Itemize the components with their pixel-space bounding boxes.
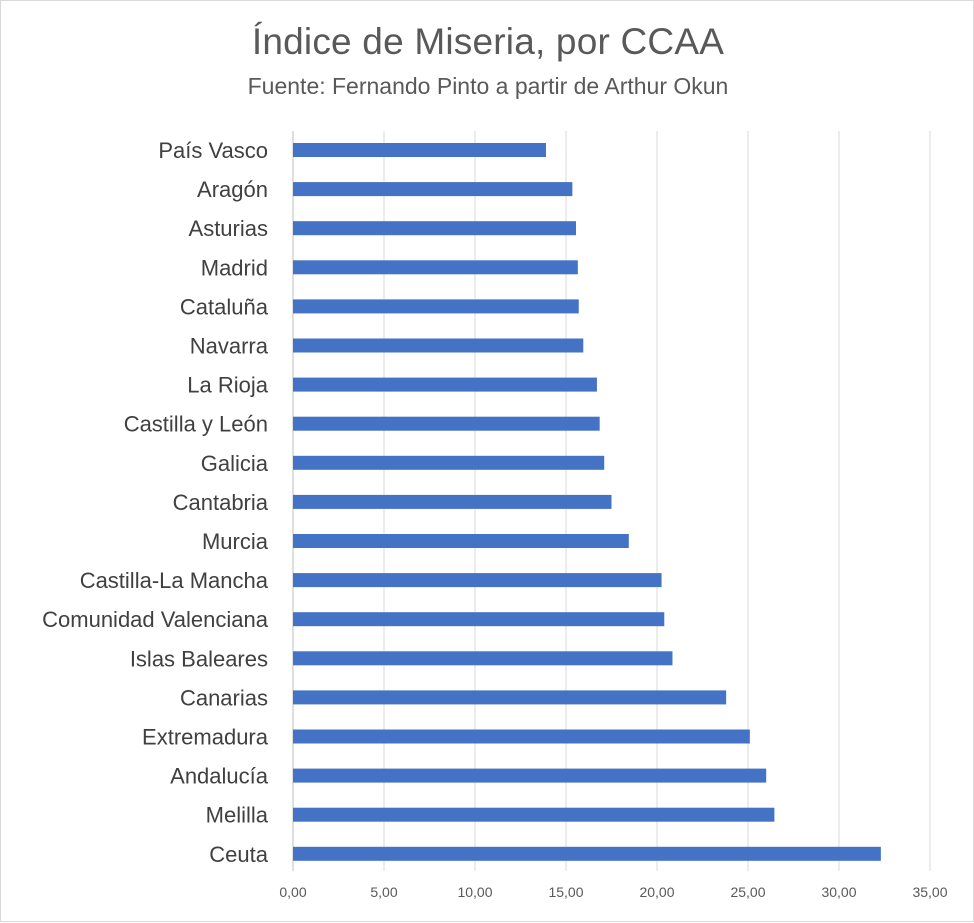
category-label: Ceuta (209, 842, 268, 867)
bar (293, 573, 662, 588)
x-tick-label: 30,00 (821, 884, 856, 900)
bars (293, 143, 881, 861)
chart-subtitle: Fuente: Fernando Pinto a partir de Arthu… (247, 73, 729, 99)
category-label: Aragón (197, 177, 268, 202)
bar (293, 534, 629, 548)
category-label: La Rioja (187, 373, 268, 398)
category-label: Extremadura (142, 725, 269, 750)
category-label: Cataluña (180, 294, 269, 319)
category-label: Castilla y León (124, 412, 268, 437)
category-label: Islas Baleares (130, 646, 268, 671)
category-label: Cantabria (173, 490, 269, 515)
bar (293, 494, 612, 509)
chart-title: Índice de Miseria, por CCAA (251, 21, 725, 62)
bar (293, 807, 775, 822)
category-label: Galicia (201, 451, 269, 476)
x-tick-label: 10,00 (457, 884, 492, 900)
bar (293, 651, 673, 666)
bar (293, 260, 578, 275)
x-tick-label: 20,00 (639, 884, 674, 900)
category-labels: País Vasco Aragón Asturias Madrid Cataluña Na… (42, 138, 269, 867)
bar (293, 182, 573, 197)
bar (293, 729, 750, 744)
category-label: Asturias (189, 216, 268, 241)
bar (293, 338, 584, 353)
bar (293, 416, 600, 431)
category-label: Melilla (206, 803, 269, 828)
x-tick-label: 0,00 (279, 884, 306, 900)
category-label: País Vasco (158, 138, 268, 163)
x-tick-label: 15,00 (548, 884, 583, 900)
category-label: Murcia (202, 529, 269, 554)
bar (293, 221, 577, 236)
bar (293, 768, 767, 783)
bar (293, 143, 546, 157)
x-tick-label: 35,00 (912, 884, 947, 900)
bar (293, 690, 727, 705)
category-label: Andalucía (170, 764, 269, 789)
category-label: Navarra (190, 334, 269, 359)
bar (293, 846, 881, 861)
bar (293, 377, 597, 392)
bar (293, 455, 605, 470)
category-label: Canarias (180, 685, 268, 710)
category-label: Madrid (201, 255, 268, 280)
bar (293, 299, 579, 314)
bar (293, 612, 665, 627)
category-label: Comunidad Valenciana (42, 607, 269, 632)
x-tick-label: 25,00 (730, 884, 765, 900)
x-tick-label: 5,00 (370, 884, 397, 900)
category-label: Castilla-La Mancha (80, 568, 269, 593)
x-axis-tick-labels: 0,00 5,00 10,00 15,00 20,00 25,00 30,00 35,00 (279, 884, 947, 900)
